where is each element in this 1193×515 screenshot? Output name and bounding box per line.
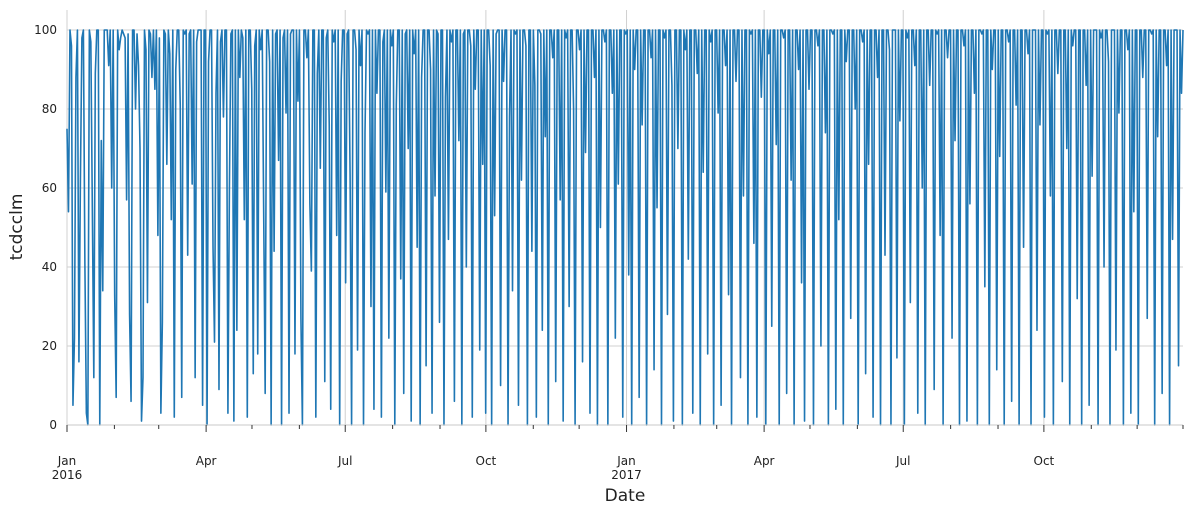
y-tick-label: 0 (49, 418, 57, 432)
x-tick-label: Jul (337, 454, 352, 468)
y-axis-title: tcdcclm (7, 194, 27, 261)
x-tick-label: Oct (1034, 454, 1055, 468)
y-tick-label: 60 (42, 181, 57, 195)
x-tick-year-label: 2017 (611, 468, 642, 482)
x-axis-title: Date (605, 486, 646, 506)
y-tick-label: 40 (42, 260, 57, 274)
x-tick-label: Jul (895, 454, 910, 468)
x-tick-label: Jan (57, 454, 77, 468)
y-tick-label: 80 (42, 102, 57, 116)
series-line-0 (66, 29, 1184, 426)
x-tick-label: Jan (616, 454, 636, 468)
series-layer (66, 29, 1184, 426)
y-tick-label: 100 (34, 23, 57, 37)
x-tick-label: Apr (754, 454, 775, 468)
y-tick-label: 20 (42, 339, 57, 353)
x-tick-label: Apr (196, 454, 217, 468)
y-ticks-layer: 0 20 40 60 80 100 (34, 23, 57, 432)
x-tick-label: Oct (476, 454, 497, 468)
x-tick-year-label: 2016 (52, 468, 83, 482)
